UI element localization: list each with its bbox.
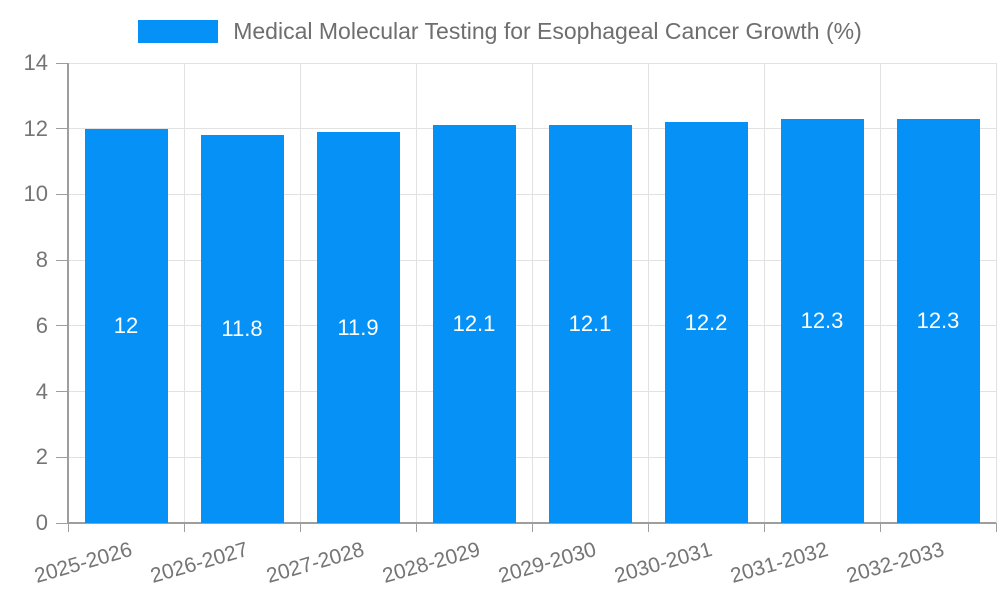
x-axis-tick-label: 2025-2026	[31, 538, 135, 588]
y-axis-tick-label: 4	[35, 378, 48, 404]
legend-swatch	[138, 19, 219, 43]
x-tick	[299, 523, 301, 532]
x-axis-line	[68, 522, 996, 524]
x-tick	[531, 523, 533, 532]
x-gridline	[531, 63, 533, 523]
bar-value-label: 12.1	[452, 311, 496, 337]
bar: 12	[84, 128, 168, 523]
bar-value-label: 12.2	[684, 309, 728, 335]
x-tick	[67, 523, 69, 532]
x-gridline	[763, 63, 765, 523]
y-axis-tick-label: 6	[35, 312, 48, 338]
x-tick	[415, 523, 417, 532]
y-tick	[56, 259, 68, 261]
x-tick	[763, 523, 765, 532]
x-axis-tick-label: 2030-2031	[611, 538, 715, 588]
y-tick	[56, 325, 68, 327]
x-tick	[879, 523, 881, 532]
y-axis-tick-label: 14	[23, 50, 48, 75]
y-axis-tick-label: 10	[23, 181, 48, 207]
y-tick	[56, 62, 68, 64]
x-gridline	[299, 63, 301, 523]
bar-value-label: 12.3	[916, 307, 960, 333]
x-gridline	[995, 63, 997, 523]
y-axis-tick-label: 12	[23, 115, 48, 141]
y-axis-tick-label: 8	[35, 247, 48, 273]
x-axis-tick-label: 2029-2030	[495, 538, 599, 588]
y-axis-tick-label: 0	[35, 510, 48, 535]
y-tick	[56, 456, 68, 458]
bar: 12.1	[432, 125, 516, 523]
bar-value-label: 12.1	[568, 311, 612, 337]
bar-value-label: 11.8	[221, 316, 263, 342]
x-gridline	[415, 63, 417, 523]
y-tick	[56, 391, 68, 393]
x-axis-tick-label: 2027-2028	[263, 538, 367, 588]
bar: 12.3	[780, 118, 864, 523]
x-tick	[183, 523, 185, 532]
x-gridline	[647, 63, 649, 523]
y-tick	[56, 128, 68, 130]
legend: Medical Molecular Testing for Esophageal…	[0, 17, 1000, 45]
bar-value-label: 12	[113, 312, 139, 338]
x-gridline	[879, 63, 881, 523]
bar-value-label: 11.9	[337, 314, 379, 340]
x-tick	[995, 523, 997, 532]
x-axis-tick-label: 2026-2027	[147, 538, 251, 588]
y-axis-line	[67, 63, 69, 523]
x-tick	[647, 523, 649, 532]
x-gridline	[183, 63, 185, 523]
y-tick	[56, 522, 68, 524]
y-axis-tick-label: 2	[35, 444, 48, 470]
bar: 12.2	[664, 122, 748, 523]
y-tick	[56, 193, 68, 195]
legend-label: Medical Molecular Testing for Esophageal…	[233, 18, 862, 44]
bar: 12.3	[896, 118, 980, 523]
x-axis-tick-label: 2028-2029	[379, 538, 483, 588]
bar: 11.8	[200, 135, 284, 523]
bar-value-label: 12.3	[800, 307, 844, 333]
x-axis-tick-label: 2032-2033	[843, 538, 947, 588]
x-axis-tick-label: 2031-2032	[727, 538, 831, 588]
bar: 12.1	[548, 125, 632, 523]
bar: 11.9	[316, 132, 400, 523]
